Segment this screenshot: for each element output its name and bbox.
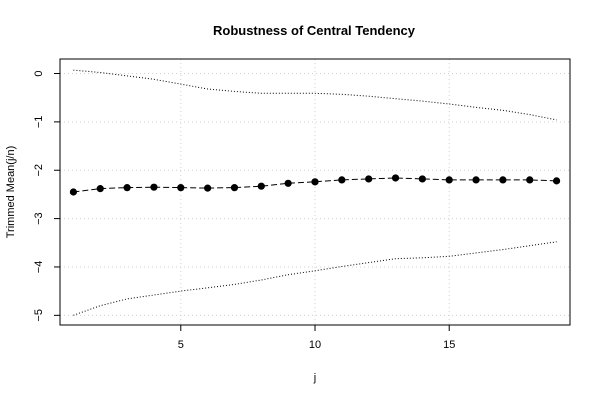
y-axis: 0 −1 −2 −3 −4 −5 (33, 70, 60, 322)
data-point (257, 182, 265, 190)
x-axis: 5 10 15 (178, 325, 455, 351)
data-point (177, 184, 185, 192)
data-point (69, 188, 78, 196)
data-point (552, 177, 561, 185)
data-point (204, 184, 212, 192)
grid-lines (60, 59, 570, 325)
y-tick-label: −3 (33, 212, 45, 225)
data-point (472, 176, 480, 184)
x-tick-label: 10 (309, 339, 321, 351)
x-tick-label: 15 (443, 339, 455, 351)
y-tick-label: −5 (33, 309, 45, 322)
x-axis-label: j (313, 372, 316, 384)
data-point (230, 184, 239, 192)
data-point (418, 175, 426, 183)
data-point (526, 176, 534, 184)
data-point (311, 178, 319, 186)
data-point (123, 184, 131, 192)
data-point (150, 183, 158, 191)
data-point (284, 179, 292, 187)
chart-title: Robustness of Central Tendency (213, 23, 416, 38)
x-tick-label: 5 (178, 339, 184, 351)
y-tick-label: −1 (33, 116, 45, 129)
data-point (365, 175, 373, 183)
series-layer (69, 69, 561, 316)
y-tick-label: −2 (33, 164, 45, 177)
data-point (445, 176, 453, 184)
data-point (96, 185, 104, 193)
y-tick-label: 0 (33, 70, 45, 76)
data-point (338, 176, 346, 184)
y-axis-label: Trimmed Mean(j/n) (5, 146, 17, 239)
series-line-2 (73, 241, 557, 316)
data-point (391, 174, 400, 182)
series-line-1 (73, 69, 557, 121)
data-point (499, 176, 507, 184)
y-tick-label: −4 (33, 261, 45, 274)
